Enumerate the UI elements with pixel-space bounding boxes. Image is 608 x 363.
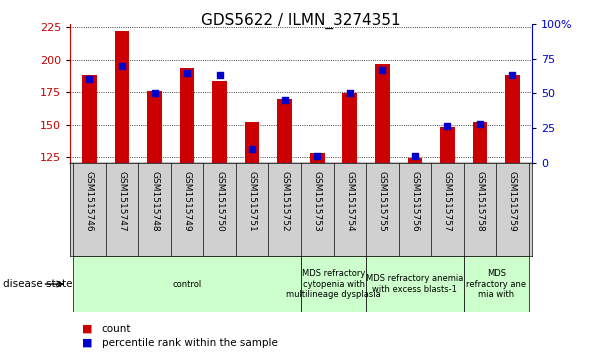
Point: [508, 72, 517, 78]
Bar: [464, 256, 529, 312]
Bar: [310, 153, 325, 163]
Text: count: count: [102, 323, 131, 334]
Bar: [505, 76, 520, 163]
Bar: [277, 99, 292, 163]
Text: disease state: disease state: [3, 279, 72, 289]
Point: [85, 77, 94, 82]
Point: [150, 90, 159, 96]
Text: GSM1515751: GSM1515751: [247, 171, 257, 232]
Text: GSM1515753: GSM1515753: [313, 171, 322, 232]
Text: MDS
refractory ane
mia with: MDS refractory ane mia with: [466, 269, 527, 299]
Bar: [82, 76, 97, 163]
Bar: [375, 64, 390, 163]
Bar: [366, 256, 464, 312]
Point: [345, 90, 354, 96]
Point: [378, 67, 387, 73]
Point: [215, 72, 224, 78]
Text: GSM1515748: GSM1515748: [150, 171, 159, 231]
Text: GDS5622 / ILMN_3274351: GDS5622 / ILMN_3274351: [201, 13, 401, 29]
Point: [247, 146, 257, 152]
Bar: [301, 256, 366, 312]
Text: MDS refractory anemia
with excess blasts-1: MDS refractory anemia with excess blasts…: [366, 274, 463, 294]
Bar: [342, 93, 357, 163]
Text: GSM1515749: GSM1515749: [182, 171, 192, 231]
Point: [313, 154, 322, 159]
Text: percentile rank within the sample: percentile rank within the sample: [102, 338, 277, 348]
Bar: [245, 122, 260, 163]
Bar: [73, 256, 301, 312]
Bar: [407, 158, 422, 163]
Text: GSM1515746: GSM1515746: [85, 171, 94, 231]
Text: GSM1515752: GSM1515752: [280, 171, 289, 231]
Text: GSM1515758: GSM1515758: [475, 171, 485, 232]
Bar: [115, 31, 130, 163]
Text: GSM1515759: GSM1515759: [508, 171, 517, 232]
Text: GSM1515757: GSM1515757: [443, 171, 452, 232]
Bar: [147, 91, 162, 163]
Text: GSM1515756: GSM1515756: [410, 171, 420, 232]
Text: GSM1515755: GSM1515755: [378, 171, 387, 232]
Point: [280, 98, 289, 103]
Point: [117, 62, 127, 68]
Point: [182, 70, 192, 76]
Text: GSM1515747: GSM1515747: [117, 171, 126, 231]
Bar: [472, 122, 487, 163]
Text: MDS refractory
cytopenia with
multilineage dysplasia: MDS refractory cytopenia with multilinea…: [286, 269, 381, 299]
Point: [410, 154, 420, 159]
Bar: [180, 68, 195, 163]
Text: ■: ■: [82, 338, 92, 348]
Bar: [440, 127, 455, 163]
Text: ■: ■: [82, 323, 92, 334]
Bar: [212, 81, 227, 163]
Text: GSM1515754: GSM1515754: [345, 171, 354, 231]
Text: GSM1515750: GSM1515750: [215, 171, 224, 232]
Text: control: control: [173, 280, 202, 289]
Point: [443, 123, 452, 129]
Point: [475, 121, 485, 127]
